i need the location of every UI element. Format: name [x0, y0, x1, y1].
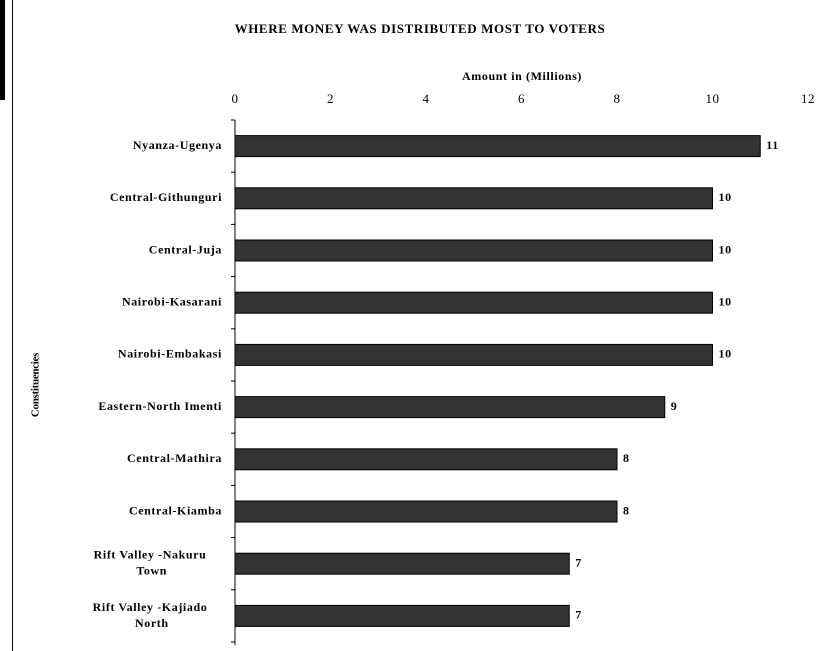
x-tick-label: 12 — [801, 91, 815, 106]
bar — [234, 343, 713, 366]
x-tick-label: 10 — [706, 91, 720, 106]
data-label: 10 — [719, 294, 732, 308]
data-label: 10 — [719, 242, 732, 256]
bar — [234, 604, 570, 627]
y-tick-label: Central-Mathira — [127, 451, 222, 465]
y-tick-label: Nyanza-Ugenya — [133, 138, 222, 152]
data-label: 8 — [623, 503, 630, 517]
y-tick-label: Eastern-North Imenti — [98, 399, 222, 413]
bar — [234, 552, 570, 575]
x-tick-label: 8 — [614, 91, 621, 106]
data-label: 11 — [766, 138, 779, 152]
data-label: 10 — [719, 347, 732, 361]
x-axis-label: Amount in (Millions) — [462, 69, 582, 83]
chart-title: WHERE MONEY WAS DISTRIBUTED MOST TO VOTE… — [235, 21, 606, 36]
y-tick-label: Nairobi-Kasarani — [122, 294, 222, 308]
y-tick-label: Central-Githunguri — [110, 190, 222, 204]
bar — [234, 239, 713, 262]
y-tick-label: Central-Juja — [149, 242, 222, 256]
data-label: 7 — [575, 555, 582, 569]
x-tick-label: 6 — [518, 91, 525, 106]
bar — [234, 135, 761, 158]
data-label: 7 — [575, 608, 582, 622]
data-label: 8 — [623, 451, 630, 465]
bar — [234, 291, 713, 314]
bar — [234, 396, 666, 419]
y-tick-label: Rift Valley -Nakuru Town — [94, 547, 207, 577]
data-label: 10 — [719, 190, 732, 204]
x-tick-label: 4 — [423, 91, 430, 106]
y-tick-label: Rift Valley -Kajiado North — [93, 600, 208, 630]
frame-edge — [0, 0, 5, 100]
bar — [234, 448, 618, 471]
x-tick-label: 0 — [232, 91, 239, 106]
y-tick-label: Central-Kiamba — [129, 503, 222, 517]
bar — [234, 500, 618, 523]
x-tick-label: 2 — [327, 91, 334, 106]
bar — [234, 187, 713, 210]
y-axis-label: Constituencies — [30, 352, 42, 417]
data-label: 9 — [671, 399, 678, 413]
y-tick-label: Nairobi-Embakasi — [118, 347, 222, 361]
